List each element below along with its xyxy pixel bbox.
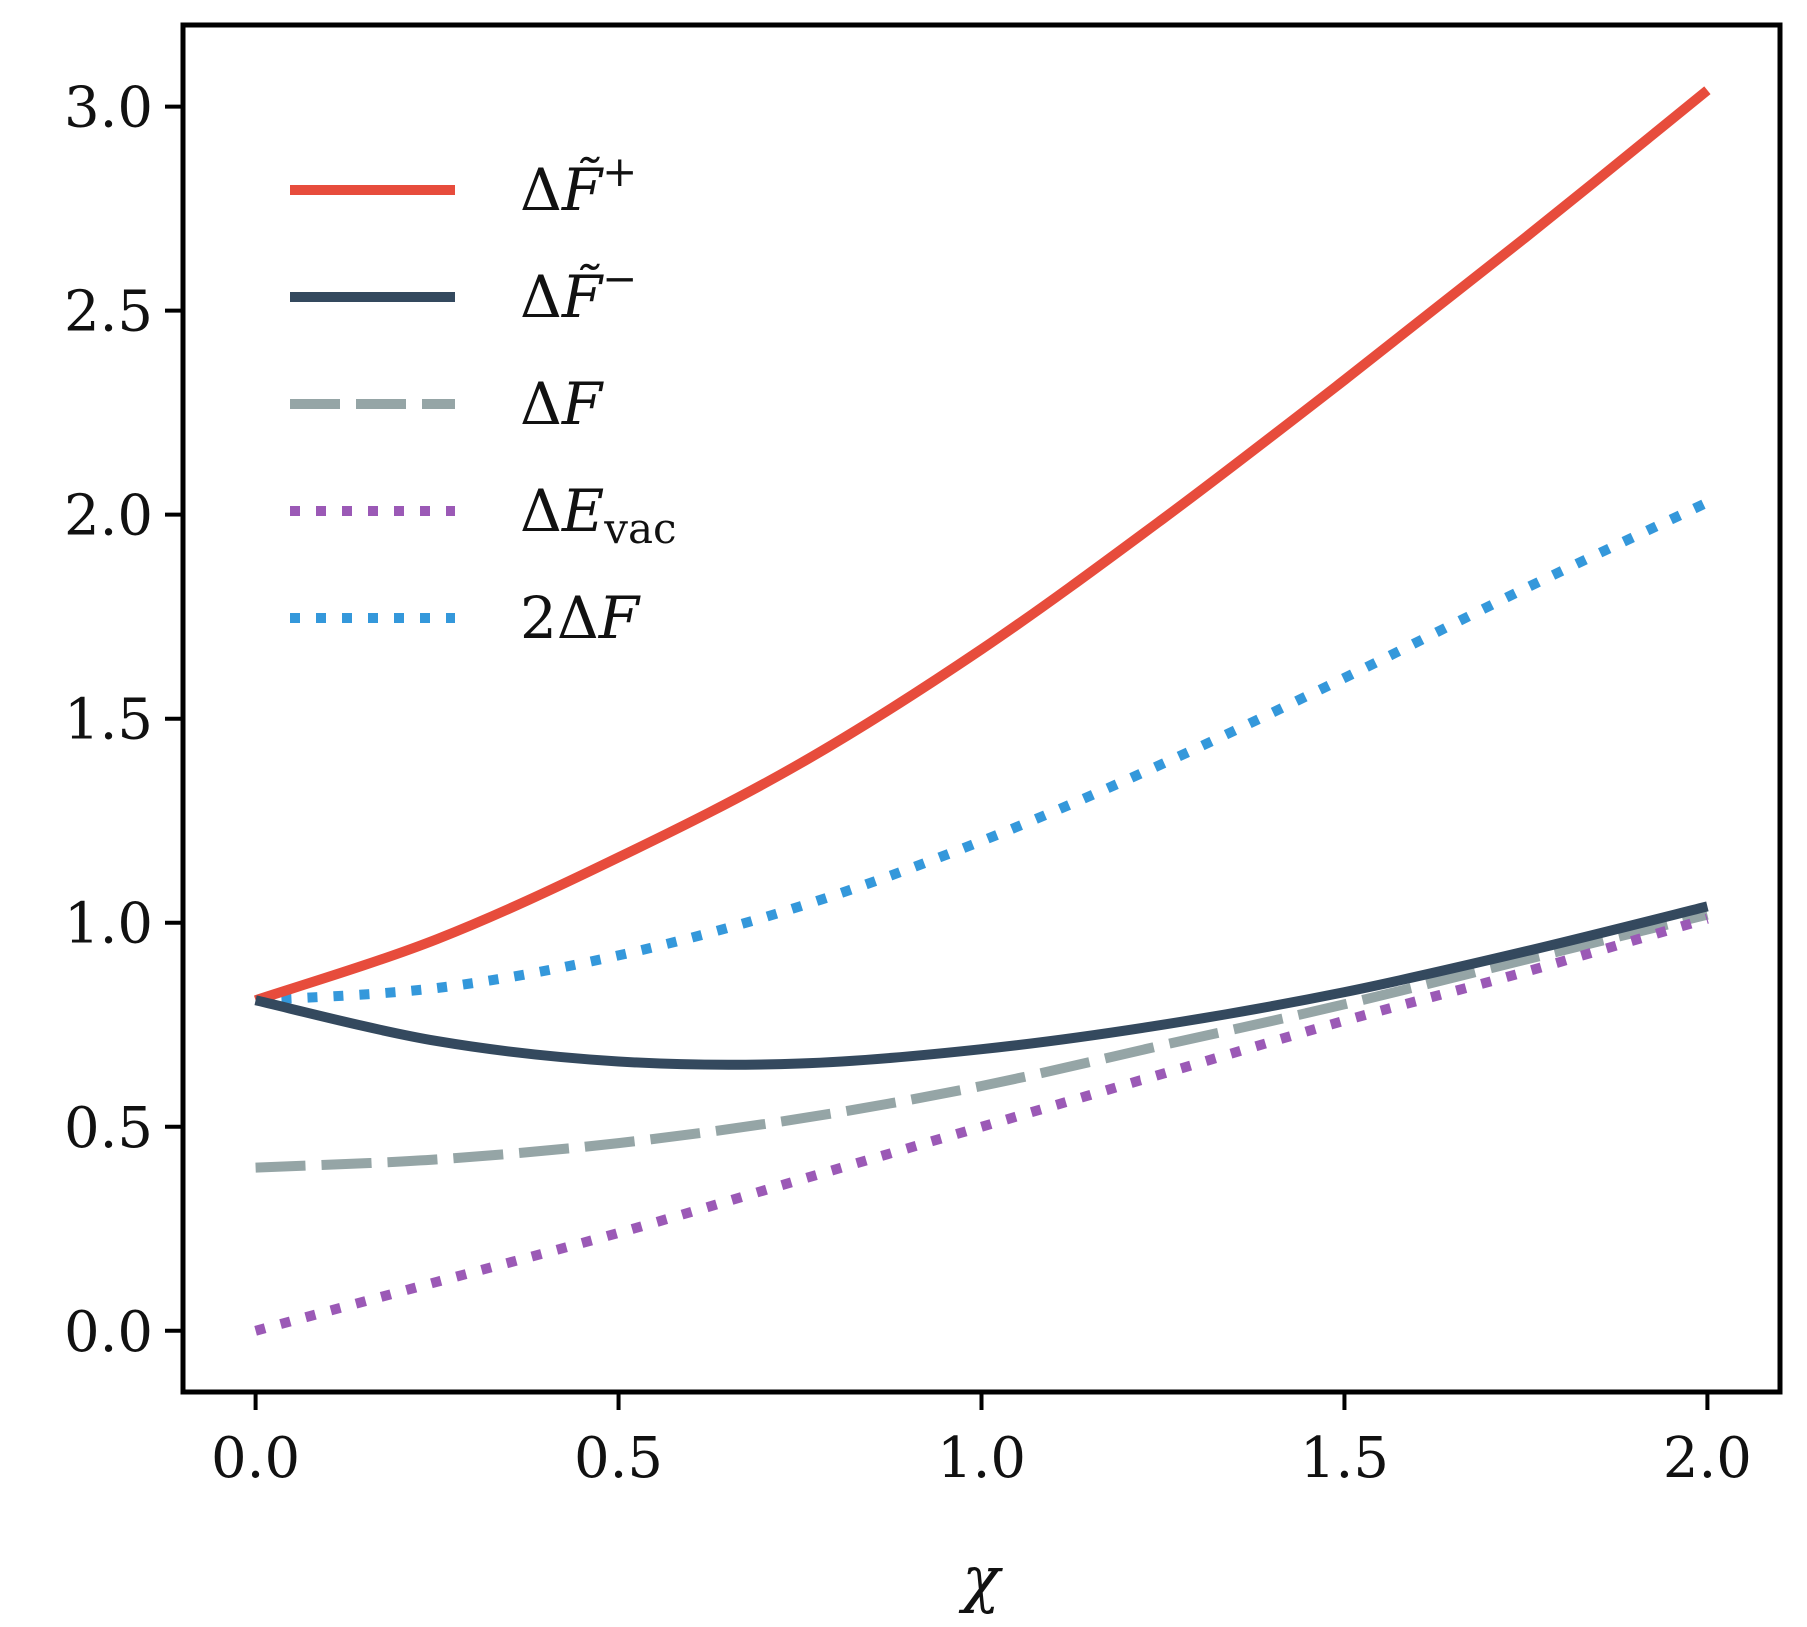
legend-label-0: ΔF̃+: [520, 147, 637, 224]
legend-delta: Δ: [520, 263, 562, 331]
x-tick-label: 1.5: [1300, 1426, 1389, 1491]
legend-label-2: ΔF: [520, 370, 604, 438]
legend-label-3: ΔEvac: [520, 477, 677, 553]
y-tick-label: 0.5: [64, 1096, 153, 1161]
y-tick-label: 2.5: [64, 280, 153, 345]
x-tick-label: 0.0: [211, 1426, 300, 1491]
legend-variable: F̃: [561, 262, 604, 331]
series-line-0: [254, 86, 1711, 1006]
series-line-3: [254, 913, 1709, 1336]
x-tick-label: 0.5: [574, 1426, 663, 1491]
legend-variable: F̃: [561, 155, 604, 224]
series-layer: [254, 86, 1711, 1336]
y-axis-ticks: 0.0 0.5 1.0 1.5 2.0 2.5 3.0: [64, 76, 183, 1365]
legend-delta: Δ: [520, 156, 562, 224]
series-line-4: [255, 497, 1710, 1006]
legend-superscript: +: [602, 147, 637, 196]
legend-label-1: ΔF̃−: [520, 254, 637, 331]
legend-label-4: 2ΔF: [520, 584, 641, 652]
plot-frame: [180, 22, 1783, 1395]
series-line-1: [254, 901, 1709, 1070]
series-line-2: [255, 909, 1709, 1173]
x-tick-label: 2.0: [1663, 1426, 1752, 1491]
y-tick-label: 3.0: [64, 76, 153, 141]
legend-variable: F: [561, 370, 604, 438]
x-axis-label: χ: [958, 1542, 1003, 1615]
legend-delta: Δ: [557, 584, 599, 652]
legend-prefix: 2: [520, 584, 557, 652]
legend-variable: F: [598, 584, 641, 652]
legend-variable: E: [561, 477, 604, 545]
legend-delta: Δ: [520, 370, 562, 438]
y-tick-label: 1.5: [64, 688, 153, 753]
y-tick-label: 2.0: [64, 484, 153, 549]
y-tick-label: 0.0: [64, 1300, 153, 1365]
x-axis-ticks: 0.0 0.5 1.0 1.5 2.0: [211, 1392, 1752, 1491]
y-tick-label: 1.0: [64, 892, 153, 957]
legend-delta: Δ: [520, 477, 562, 545]
legend-superscript: −: [602, 254, 637, 303]
legend-subscript: vac: [603, 504, 676, 553]
x-tick-label: 1.0: [937, 1426, 1026, 1491]
